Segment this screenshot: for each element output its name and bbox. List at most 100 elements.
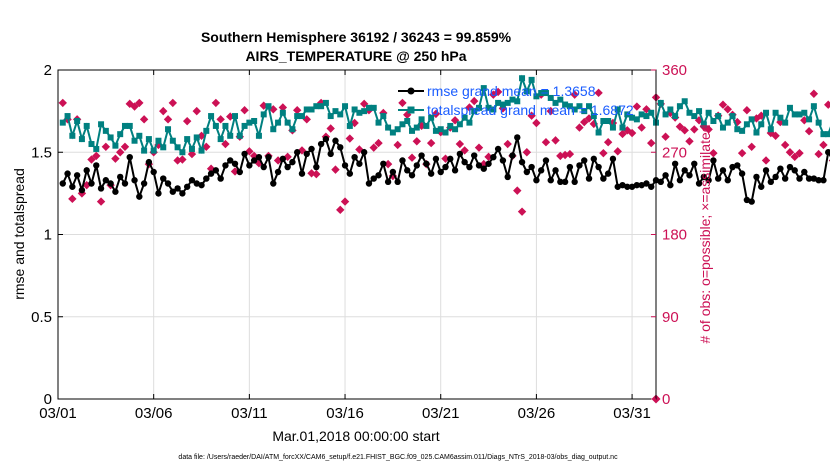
spread-point	[676, 103, 683, 110]
spread-point	[461, 114, 468, 121]
obs-point	[68, 194, 77, 204]
rmse-point	[112, 188, 119, 195]
spread-point	[614, 106, 621, 113]
rmse-point	[686, 172, 693, 179]
y-right-tick-label: 270	[662, 144, 687, 161]
spread-point	[102, 127, 109, 134]
rmse-point	[571, 178, 578, 186]
obs-point	[398, 98, 407, 108]
spread-point	[117, 131, 124, 138]
obs-point	[269, 105, 278, 114]
spread-point	[815, 119, 822, 126]
spread-point	[413, 124, 420, 131]
spread-point	[710, 117, 717, 124]
rmse-point	[494, 145, 502, 153]
obs-point	[685, 137, 694, 146]
rmse-point	[724, 177, 731, 184]
rmse-point	[648, 183, 655, 190]
spread-point	[523, 88, 530, 95]
rmse-point	[69, 183, 76, 190]
spread-point	[389, 129, 396, 136]
spread-point	[308, 106, 315, 113]
rmse-point	[212, 167, 220, 174]
rmse-point	[270, 180, 277, 187]
obs-point	[771, 131, 780, 140]
spread-point	[753, 129, 760, 136]
spread-point	[528, 76, 535, 83]
y-tick-label: 0	[44, 391, 52, 408]
obs-point	[58, 98, 67, 108]
obs-point	[120, 142, 130, 151]
spread-point	[796, 111, 803, 118]
spread-point	[303, 106, 310, 113]
spread-point	[160, 144, 167, 151]
rmse-point	[633, 181, 641, 189]
rmse-point	[346, 170, 354, 177]
obs-point	[522, 148, 532, 157]
spread-point	[188, 145, 195, 152]
spread-point	[672, 113, 679, 120]
obs-point	[503, 139, 512, 149]
rmse-point	[671, 160, 679, 167]
obs-point	[809, 89, 819, 98]
spread-point	[337, 111, 344, 118]
rmse-point	[389, 168, 397, 176]
spread-point	[294, 113, 301, 120]
obs-point	[336, 205, 345, 215]
spread-point	[638, 111, 645, 118]
spread-point	[562, 101, 569, 108]
spread-point	[155, 137, 162, 144]
obs-point	[804, 127, 814, 136]
obs-point	[489, 90, 498, 99]
rmse-point	[121, 180, 129, 187]
rmse-point	[581, 157, 588, 164]
obs-point	[350, 118, 359, 128]
rmse-point	[801, 168, 808, 176]
rmse-point	[222, 162, 229, 169]
x-tick-label: 03/31	[613, 405, 651, 422]
rmse-point	[97, 185, 105, 192]
obs-point	[575, 123, 584, 132]
obs-point	[527, 111, 536, 120]
spread-point	[509, 96, 516, 103]
spread-point	[265, 103, 272, 110]
spread-point	[98, 121, 105, 128]
spread-point	[810, 103, 817, 110]
x-tick-label: 03/01	[39, 405, 77, 422]
spread-point	[141, 147, 148, 154]
spread-point	[385, 124, 392, 131]
rmse-point	[791, 167, 798, 174]
rmse-point	[537, 167, 545, 174]
obs-point	[632, 102, 642, 111]
obs-point	[742, 106, 752, 115]
spread-point	[88, 141, 95, 148]
spread-point	[418, 116, 425, 123]
rmse-point	[447, 155, 454, 163]
rmse-point	[719, 167, 727, 174]
rmse-point	[322, 135, 330, 143]
spread-point	[786, 104, 793, 111]
spread-point	[782, 119, 789, 126]
rmse-point	[255, 153, 263, 161]
obs-point	[795, 148, 804, 158]
obs-point	[293, 106, 302, 115]
obs-point	[723, 105, 732, 114]
rmse-point	[126, 153, 133, 161]
rmse-point	[777, 165, 784, 172]
spread-point	[624, 111, 631, 118]
obs-point	[87, 155, 96, 164]
obs-point	[441, 154, 450, 163]
rmse-point	[557, 178, 564, 186]
rmse-point	[590, 155, 598, 163]
rmse-point	[188, 177, 196, 184]
obs-point	[647, 138, 656, 148]
spread-point	[394, 126, 401, 133]
rmse-point	[681, 167, 688, 174]
spread-point	[447, 122, 454, 129]
rmse-point	[748, 198, 755, 205]
rmse-point	[595, 163, 602, 171]
chart-title-line2: AIRS_TEMPERATURE @ 250 hPa	[245, 48, 466, 64]
spread-point	[217, 136, 224, 143]
rmse-point	[384, 178, 392, 186]
rmse-point	[662, 172, 669, 179]
